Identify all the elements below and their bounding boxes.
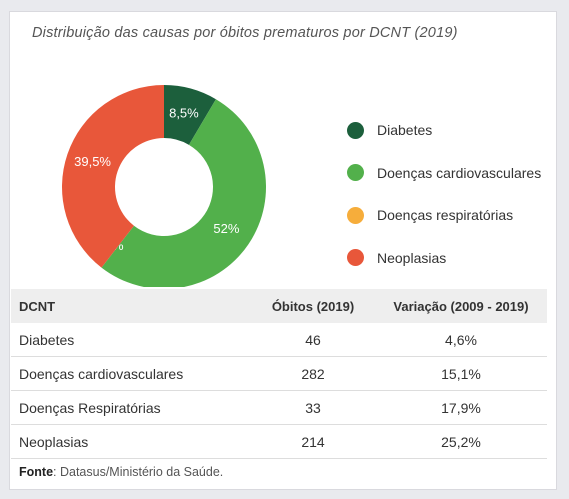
legend-item-diabetes: Diabetes	[347, 109, 556, 152]
slice-neoplasias	[62, 85, 164, 268]
slice-label-doencas-cardiovasculares: 52%	[213, 221, 239, 236]
slice-label-diabetes: 8,5%	[169, 106, 199, 121]
header-obitos: Óbitos (2019)	[251, 289, 375, 323]
cell-dcnt: Doenças Respiratórias	[11, 390, 251, 425]
legend: Diabetes Doenças cardiovasculares Doença…	[347, 109, 556, 279]
table-row: Doenças Respiratórias 33 17,9%	[11, 390, 547, 425]
header-dcnt: DCNT	[11, 289, 251, 323]
source-note: Fonte: Datasus/Ministério da Saúde.	[19, 465, 223, 479]
table-header-row: DCNT Óbitos (2019) Variação (2009 - 2019…	[11, 289, 547, 323]
legend-label: Doenças cardiovasculares	[377, 164, 542, 181]
cell-variacao: 4,6%	[375, 323, 547, 357]
cell-dcnt: Doenças cardiovasculares	[11, 356, 251, 391]
cell-variacao: 25,2%	[375, 424, 547, 459]
slice-doencas-cardiovasculares	[101, 99, 266, 287]
cell-obitos: 282	[251, 356, 375, 391]
cell-obitos: 46	[251, 323, 375, 357]
legend-label: Neoplasias	[377, 249, 447, 266]
chart-title: Distribuição das causas por óbitos prema…	[32, 25, 458, 41]
source-label: Fonte	[19, 465, 54, 479]
legend-swatch-respiratorias	[347, 206, 364, 224]
legend-swatch-diabetes	[347, 121, 364, 139]
cell-obitos: 33	[251, 390, 375, 425]
cell-dcnt: Neoplasias	[11, 424, 251, 459]
cell-variacao: 15,1%	[375, 356, 547, 391]
legend-item-neoplasias: Neoplasias	[347, 237, 556, 280]
cell-variacao: 17,9%	[375, 390, 547, 425]
source-text: : Datasus/Ministério da Saúde.	[53, 465, 224, 479]
slice-diabetes	[164, 85, 216, 145]
header-variacao: Variação (2009 - 2019)	[375, 289, 547, 323]
legend-label: Diabetes	[377, 122, 433, 139]
cell-dcnt: Diabetes	[11, 323, 251, 357]
table-row: Neoplasias 214 25,2%	[11, 424, 547, 459]
donut-chart: 8,5%52%%39,5%	[62, 85, 266, 287]
legend-item-cardiovasculares: Doenças cardiovasculares	[347, 152, 556, 195]
table-row: Doenças cardiovasculares 282 15,1%	[11, 356, 547, 391]
legend-item-respiratorias: Doenças respiratórias	[347, 194, 556, 237]
chart-card: Distribuição das causas por óbitos prema…	[9, 11, 557, 490]
legend-swatch-cardiovasculares	[347, 164, 364, 182]
table-row: Diabetes 46 4,6%	[11, 323, 547, 357]
legend-swatch-neoplasias	[347, 249, 364, 267]
data-table: DCNT Óbitos (2019) Variação (2009 - 2019…	[11, 289, 547, 459]
slice-label-neoplasias: 39,5%	[74, 154, 111, 169]
cell-obitos: 214	[251, 424, 375, 459]
legend-label: Doenças respiratórias	[377, 207, 514, 224]
